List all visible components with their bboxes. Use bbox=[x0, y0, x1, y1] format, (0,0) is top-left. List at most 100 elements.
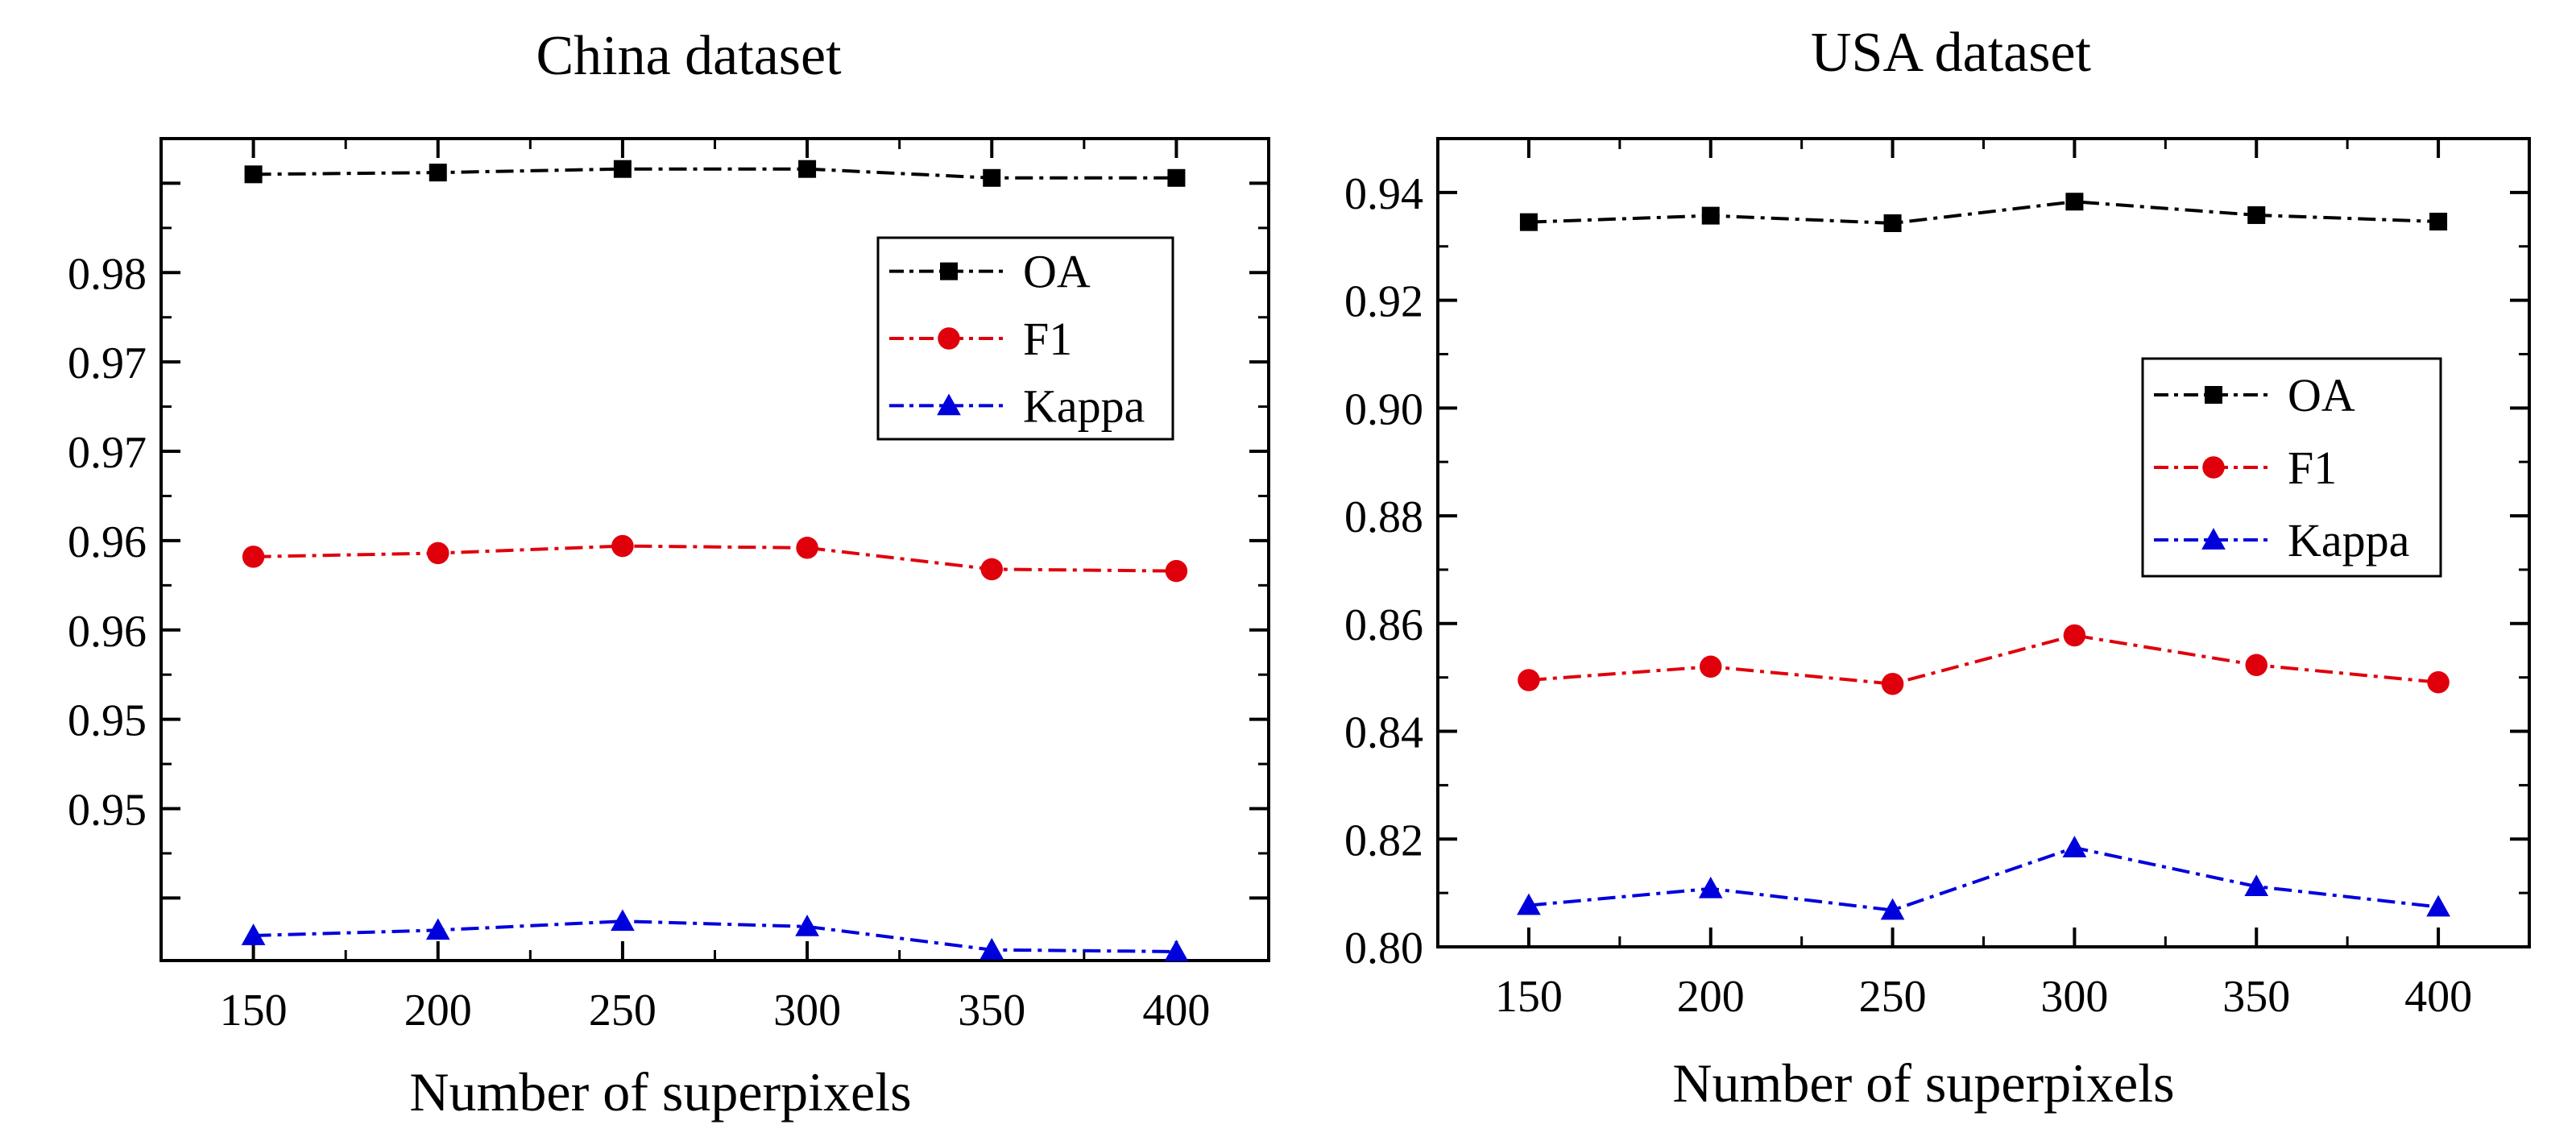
series-kappa bbox=[241, 909, 1189, 961]
legend-item-kappa: Kappa bbox=[889, 380, 1145, 432]
y-tick-label: 0.80 bbox=[1344, 923, 1423, 973]
y-tick-label: 0.92 bbox=[1344, 277, 1423, 327]
x-tick-label: 250 bbox=[589, 986, 656, 1035]
x-axis-label: Number of superpixels bbox=[409, 1061, 911, 1123]
data-point bbox=[1519, 213, 1538, 231]
series-line bbox=[1528, 200, 2439, 225]
data-point bbox=[2063, 624, 2086, 647]
legend-marker bbox=[940, 262, 958, 280]
data-point bbox=[241, 923, 266, 945]
data-point bbox=[796, 537, 818, 559]
data-point bbox=[1517, 893, 1541, 915]
chart-title: China dataset bbox=[536, 25, 842, 87]
x-tick-label: 400 bbox=[2404, 972, 2472, 1022]
chart-title: USA dataset bbox=[1811, 22, 2092, 84]
legend-item-oa: OA bbox=[2154, 369, 2355, 421]
y-tick-label: 0.97 bbox=[68, 428, 147, 478]
data-point bbox=[2427, 670, 2450, 694]
series-line bbox=[253, 544, 1177, 573]
y-tick-label: 0.94 bbox=[1344, 169, 1423, 219]
data-point bbox=[1883, 214, 1902, 232]
x-tick-label: 350 bbox=[958, 986, 1025, 1035]
data-point bbox=[611, 534, 634, 558]
series-line bbox=[253, 167, 1177, 180]
legend-item-kappa: Kappa bbox=[2154, 514, 2409, 566]
series-line bbox=[1528, 633, 2439, 686]
data-point bbox=[429, 164, 447, 182]
series-oa bbox=[244, 160, 1186, 187]
y-tick-label: 0.95 bbox=[68, 696, 147, 746]
series-oa bbox=[1519, 193, 2448, 232]
y-tick-label: 0.82 bbox=[1344, 816, 1423, 865]
legend-marker bbox=[2201, 528, 2226, 550]
x-tick-label: 250 bbox=[1859, 972, 1927, 1022]
data-point bbox=[1880, 898, 1905, 920]
data-point bbox=[1518, 669, 1540, 691]
legend-marker bbox=[2205, 386, 2222, 404]
data-point bbox=[1881, 672, 1904, 695]
data-point bbox=[983, 168, 1001, 187]
y-tick-label: 0.95 bbox=[68, 786, 147, 836]
data-point bbox=[2244, 874, 2269, 896]
data-point bbox=[2426, 894, 2450, 917]
y-tick-label: 0.97 bbox=[68, 338, 147, 388]
data-point bbox=[1701, 206, 1720, 225]
series-f1 bbox=[242, 534, 1188, 583]
legend-item-f1: F1 bbox=[2154, 442, 2337, 494]
data-point bbox=[427, 542, 449, 565]
data-point bbox=[979, 937, 1004, 960]
legend-label: F1 bbox=[2288, 442, 2337, 494]
legend-label: Kappa bbox=[1023, 380, 1145, 432]
series-line bbox=[1528, 845, 2439, 912]
data-point bbox=[613, 160, 632, 178]
legend-marker bbox=[2202, 456, 2225, 479]
legend-label: F1 bbox=[1023, 313, 1072, 365]
series-f1 bbox=[1518, 624, 2450, 695]
data-point bbox=[1164, 940, 1189, 961]
x-tick-label: 300 bbox=[2040, 972, 2108, 1022]
legend: OA F1 Kappa bbox=[2141, 357, 2442, 578]
x-tick-label: 200 bbox=[1677, 972, 1745, 1022]
data-point bbox=[798, 160, 817, 178]
y-tick-label: 0.96 bbox=[68, 607, 147, 657]
legend-marker bbox=[937, 393, 961, 416]
chart-0: China dataset 0.95 0.95 0.96 0.96 0.97 0.97 0.9… bbox=[68, 25, 1270, 1123]
y-tick-label: 0.90 bbox=[1344, 384, 1423, 434]
y-tick-label: 0.98 bbox=[68, 249, 147, 299]
data-point bbox=[425, 918, 450, 940]
x-tick-label: 300 bbox=[773, 986, 841, 1035]
data-point bbox=[795, 915, 819, 936]
data-point bbox=[244, 165, 263, 184]
y-tick-label: 0.86 bbox=[1344, 600, 1423, 650]
y-tick-label: 0.96 bbox=[68, 517, 147, 567]
x-tick-label: 400 bbox=[1142, 986, 1210, 1035]
y-tick-label: 0.84 bbox=[1344, 708, 1423, 758]
data-point bbox=[2065, 193, 2084, 211]
data-point bbox=[1167, 168, 1186, 187]
data-point bbox=[1698, 876, 1723, 899]
series-kappa bbox=[1517, 836, 2450, 920]
data-point bbox=[1165, 559, 1188, 583]
x-tick-label: 350 bbox=[2222, 972, 2290, 1022]
x-tick-label: 150 bbox=[220, 986, 288, 1035]
legend-label: Kappa bbox=[2288, 514, 2409, 566]
x-axis-label: Number of superpixels bbox=[1672, 1052, 2174, 1114]
data-point bbox=[2429, 212, 2448, 230]
legend-item-oa: OA bbox=[889, 246, 1091, 298]
legend-marker bbox=[938, 327, 960, 350]
data-point bbox=[2062, 836, 2087, 857]
data-point bbox=[1700, 655, 1722, 679]
data-point bbox=[2245, 654, 2267, 677]
chart-1: USA dataset 0.80 0.82 0.84 0.86 0.88 0.90 0.92 0… bbox=[1344, 22, 2531, 1114]
legend: OA F1 Kappa bbox=[876, 236, 1174, 441]
y-tick-label: 0.88 bbox=[1344, 492, 1423, 542]
data-point bbox=[242, 546, 265, 568]
series-line bbox=[253, 919, 1177, 953]
data-point bbox=[611, 909, 635, 932]
x-tick-label: 200 bbox=[404, 986, 472, 1035]
legend-label: OA bbox=[1023, 246, 1091, 298]
data-point bbox=[980, 558, 1003, 581]
x-tick-label: 150 bbox=[1495, 972, 1563, 1022]
legend-item-f1: F1 bbox=[889, 313, 1072, 365]
